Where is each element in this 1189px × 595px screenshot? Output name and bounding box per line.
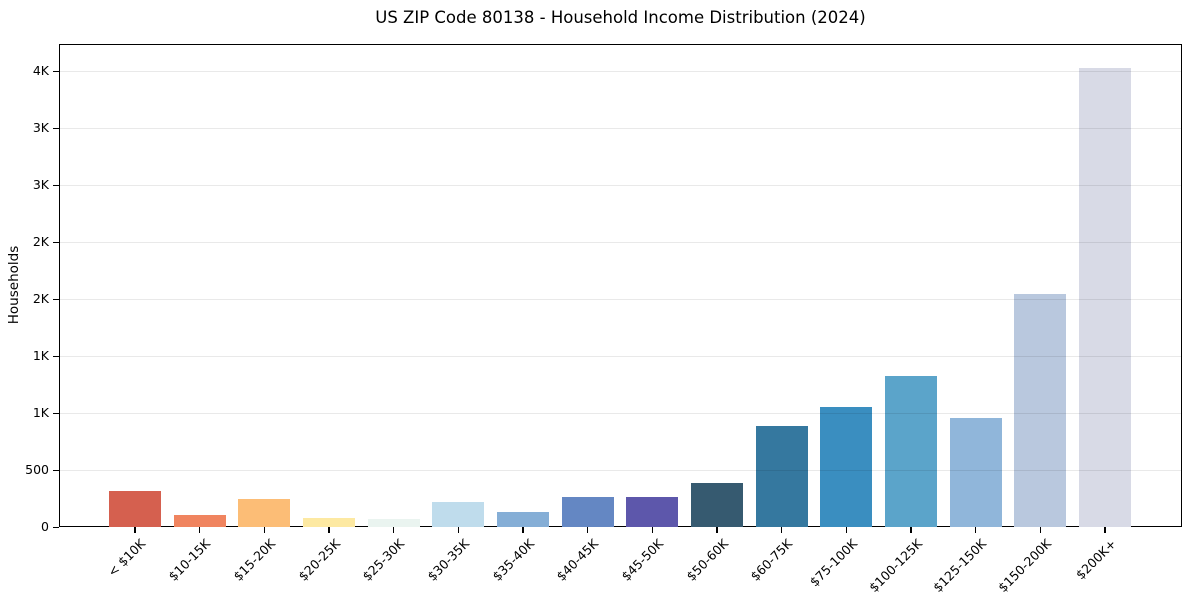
- y-axis-label: Households: [6, 245, 22, 325]
- y-tick: [53, 241, 59, 243]
- y-tick: [53, 355, 59, 357]
- bar-15: [1078, 67, 1131, 527]
- x-tick-label: $30-35K: [424, 536, 472, 584]
- y-tick: [53, 184, 59, 186]
- bar-6: [496, 512, 549, 527]
- x-tick: [716, 527, 718, 533]
- x-tick-label: $10-15K: [165, 536, 214, 584]
- gridline: [60, 470, 1181, 471]
- y-tick-label: 4K: [32, 63, 49, 79]
- x-tick-label: < $10K: [105, 536, 149, 580]
- x-tick: [1104, 527, 1106, 533]
- y-tick-label: 1K: [32, 348, 49, 363]
- bar-9: [690, 482, 743, 527]
- bar-8: [626, 496, 679, 527]
- gridline: [60, 356, 1181, 357]
- x-tick: [845, 527, 848, 533]
- x-tick: [522, 527, 524, 533]
- x-tick-label: $50-60K: [682, 536, 731, 584]
- bar-1: [173, 515, 226, 527]
- chart-title: US ZIP Code 80138 - Household Income Dis…: [375, 8, 866, 27]
- bar-10: [755, 425, 808, 527]
- bar-2: [238, 499, 291, 527]
- y-tick-label: 500: [25, 462, 49, 477]
- bar-5: [432, 501, 485, 527]
- y-tick: [53, 469, 59, 471]
- y-tick: [53, 298, 59, 300]
- x-tick: [457, 527, 460, 533]
- gridline: [60, 299, 1181, 300]
- bar-0: [109, 491, 161, 527]
- y-tick-label: 3K: [32, 120, 49, 135]
- x-tick: [134, 527, 136, 533]
- x-tick-label: $45-50K: [618, 536, 666, 584]
- x-tick: [328, 527, 330, 533]
- x-tick: [263, 527, 266, 533]
- y-tick-label: 2K: [32, 291, 49, 306]
- x-tick: [910, 527, 912, 533]
- bar-14: [1014, 293, 1067, 527]
- bar-13: [949, 418, 1002, 527]
- x-tick-label: $75-100K: [806, 536, 860, 590]
- x-tick-label: $100-125K: [865, 536, 925, 595]
- bar-7: [561, 496, 614, 527]
- bar-11: [820, 406, 873, 527]
- x-tick: [1039, 527, 1042, 533]
- x-tick-label: $20-25K: [294, 536, 343, 584]
- x-tick: [587, 527, 589, 533]
- x-tick: [781, 527, 783, 533]
- gridline: [60, 128, 1181, 129]
- y-tick-label: 3K: [32, 177, 49, 192]
- x-tick-label: $35-40K: [488, 536, 537, 584]
- x-tick-label: $200K+: [1072, 536, 1119, 583]
- y-tick: [53, 127, 59, 129]
- x-tick-label: $150-200K: [994, 536, 1054, 595]
- y-tick-label: 0: [41, 519, 49, 534]
- y-tick: [53, 526, 59, 528]
- x-tick: [975, 527, 977, 533]
- x-tick-label: $25-30K: [359, 536, 408, 584]
- gridline: [60, 242, 1181, 243]
- x-tick: [651, 527, 654, 533]
- gridline: [60, 413, 1181, 414]
- y-tick-label: 1K: [32, 405, 49, 420]
- gridline: [60, 185, 1181, 186]
- x-tick-label: $125-150K: [930, 536, 990, 595]
- bar-3: [302, 517, 355, 527]
- gridline: [60, 71, 1181, 73]
- bar-4: [367, 519, 420, 527]
- y-tick: [53, 70, 59, 72]
- bar-12: [884, 375, 937, 527]
- y-tick-label: 2K: [32, 234, 49, 249]
- x-tick: [393, 527, 395, 533]
- y-tick: [53, 412, 59, 414]
- x-tick-label: $15-20K: [230, 536, 278, 584]
- x-tick-label: $40-45K: [553, 536, 602, 584]
- x-tick-label: $60-75K: [747, 536, 796, 584]
- x-tick: [199, 527, 201, 533]
